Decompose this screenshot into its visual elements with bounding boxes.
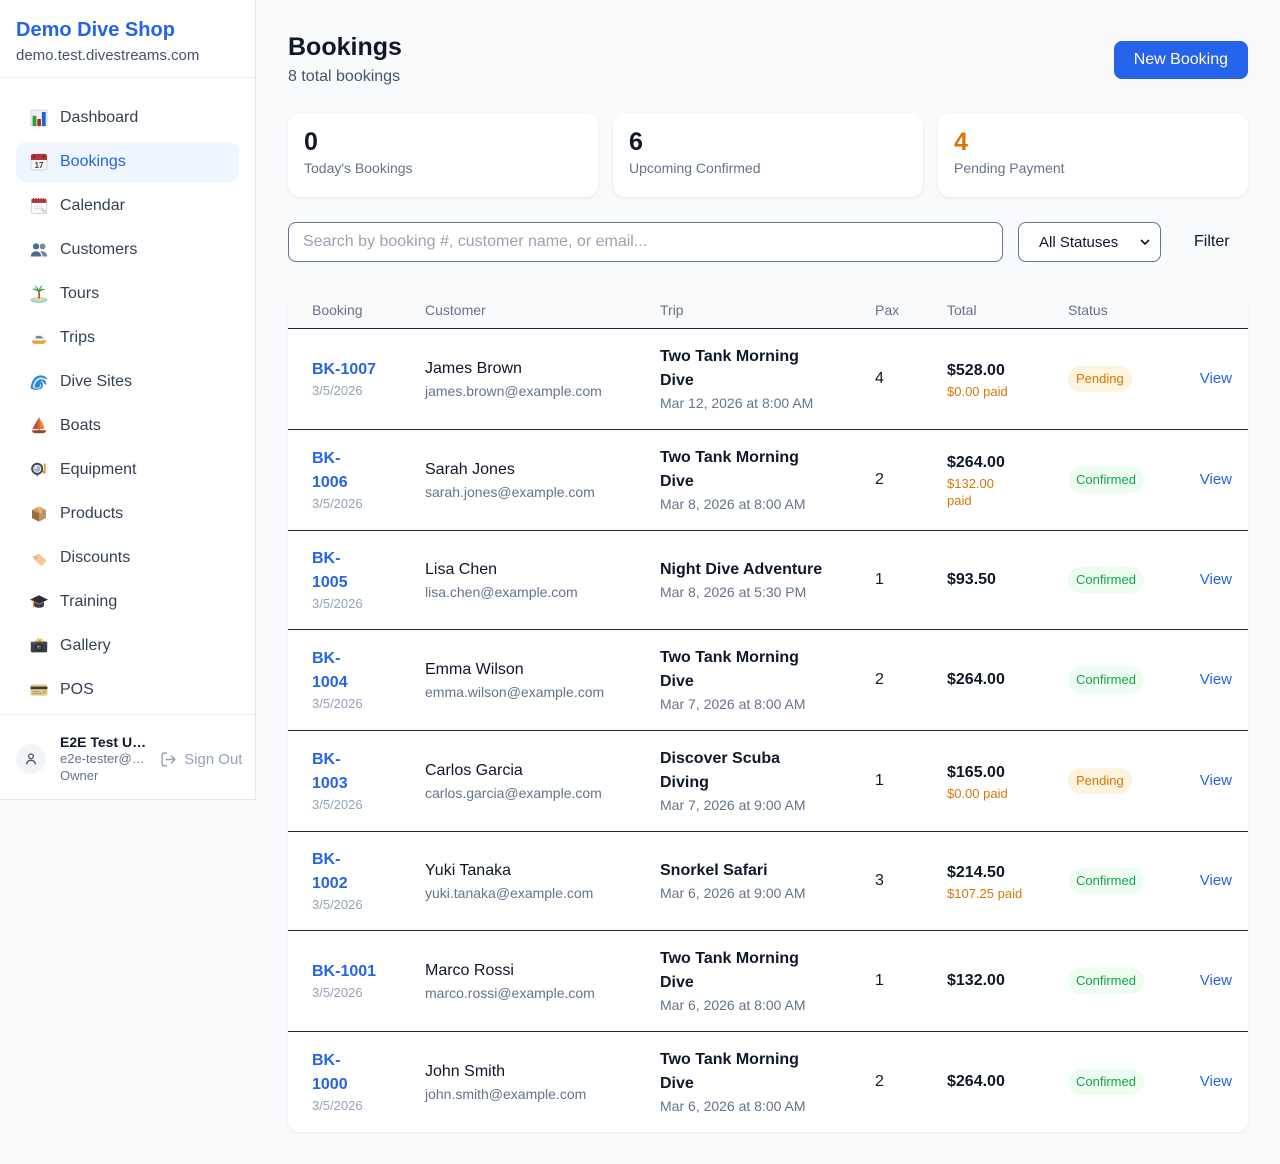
svg-text:17: 17: [34, 161, 44, 170]
